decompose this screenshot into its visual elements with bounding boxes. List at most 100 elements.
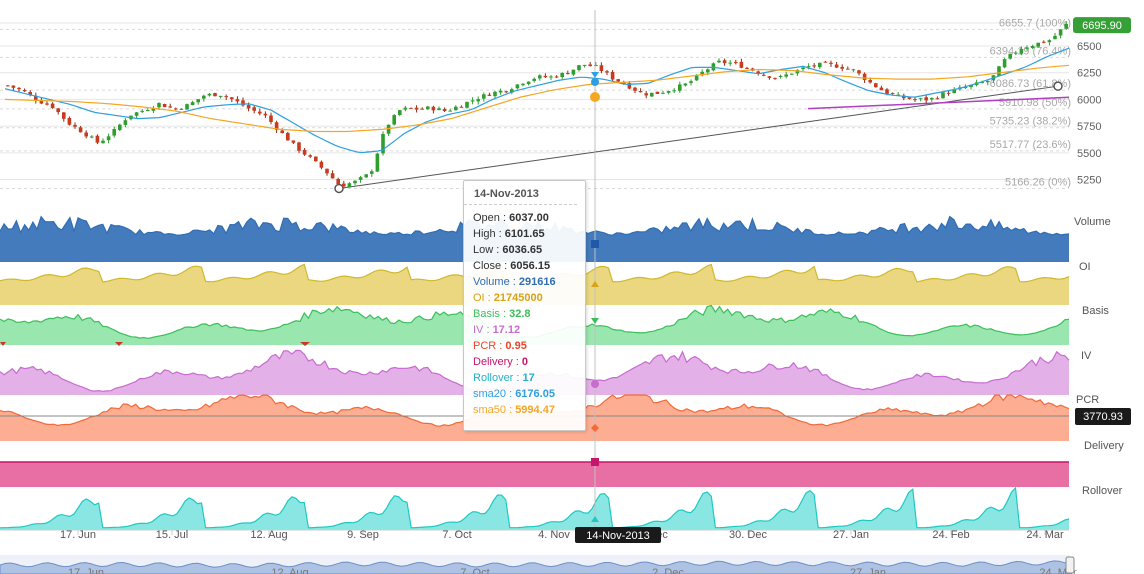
pane-label: Delivery	[1084, 440, 1124, 452]
navigator-label: 27. Jan	[850, 567, 886, 574]
candle	[252, 107, 256, 111]
tooltip-date: 14-Nov-2013	[464, 181, 577, 205]
candle	[610, 71, 615, 80]
candle	[1030, 45, 1035, 49]
candle	[358, 177, 363, 180]
candle	[812, 65, 816, 67]
tooltip-row: Delivery : 0	[464, 354, 585, 370]
candle	[1008, 53, 1012, 59]
candle	[325, 168, 329, 174]
candle	[22, 90, 27, 92]
fib-label: 5735.23 (38.2%)	[990, 116, 1071, 128]
candle	[969, 84, 973, 87]
candle	[381, 133, 385, 154]
navigator-series	[0, 560, 1071, 574]
candle	[795, 69, 800, 74]
candle	[622, 82, 626, 85]
navigator-label: 12. Aug	[271, 567, 308, 574]
candle	[879, 87, 884, 91]
candle	[151, 108, 156, 111]
candle	[258, 111, 262, 114]
candle	[319, 161, 324, 168]
pcr-badge-text: 3770.93	[1083, 411, 1123, 423]
candle	[1025, 47, 1029, 49]
candle	[308, 155, 312, 157]
candle	[62, 112, 66, 119]
candle	[560, 72, 564, 78]
candle	[818, 62, 822, 68]
navigator-label: 17. Jun	[68, 567, 104, 574]
tooltip-row-value: 21745000	[493, 292, 543, 304]
tooltip-row-value: 17	[522, 372, 535, 384]
candle	[90, 136, 94, 138]
candle	[526, 81, 531, 85]
candle	[1042, 41, 1046, 43]
candle	[403, 107, 408, 110]
fib-label: 6394.19 (76.4%)	[990, 45, 1071, 57]
candle	[1019, 48, 1024, 54]
candle	[801, 67, 805, 70]
candle	[762, 74, 766, 76]
candle	[1002, 59, 1007, 68]
tooltip-row-label: IV :	[473, 324, 493, 336]
candle	[336, 178, 340, 185]
candle	[868, 80, 872, 83]
tooltip-row-label: PCR :	[473, 340, 506, 352]
candle	[302, 149, 307, 155]
candle	[118, 124, 122, 131]
y-tick-label: 6000	[1077, 94, 1101, 106]
candle	[504, 91, 508, 93]
candle	[846, 68, 850, 70]
candle	[851, 69, 856, 71]
crosshair-date-label: 14-Nov-2013	[586, 530, 650, 542]
candle	[459, 106, 464, 108]
candle	[353, 180, 357, 184]
candle	[963, 87, 968, 89]
candle	[605, 71, 609, 73]
candle	[431, 106, 436, 111]
candle	[157, 103, 161, 108]
tooltip-row: Rollover : 17	[464, 370, 585, 386]
candle	[722, 60, 727, 64]
x-tick-label: 4. Nov	[538, 529, 570, 541]
candle	[588, 64, 592, 67]
y-tick-label: 6500	[1077, 41, 1101, 53]
candle	[650, 92, 654, 97]
candle	[678, 84, 682, 91]
tooltip-row-value: 0.95	[505, 340, 527, 352]
pane-area	[0, 487, 1069, 530]
basis-negative	[115, 342, 123, 346]
pane-label: IV	[1081, 350, 1092, 362]
candle	[280, 130, 284, 133]
candle	[476, 99, 480, 102]
pane-area	[0, 462, 1069, 487]
candle	[694, 74, 699, 81]
candle	[297, 142, 301, 151]
candle	[952, 89, 956, 94]
candle	[314, 156, 318, 162]
pane-rollover: Rollover	[0, 485, 1123, 530]
candle	[134, 112, 139, 116]
candle	[1053, 35, 1057, 40]
candle	[829, 62, 833, 64]
candle	[515, 84, 520, 89]
tooltip-row-label: Rollover :	[473, 372, 523, 384]
candle	[890, 93, 895, 95]
candle	[538, 75, 542, 79]
candle	[885, 89, 889, 94]
candle	[683, 83, 688, 86]
tooltip-row: IV : 17.12	[464, 322, 585, 338]
candle	[930, 97, 934, 100]
candle	[179, 108, 184, 110]
candle	[426, 106, 430, 110]
candle	[655, 91, 660, 94]
last-price-badge-text: 6695.90	[1082, 20, 1122, 32]
candle	[784, 74, 788, 77]
navigator-handle[interactable]	[1065, 556, 1075, 574]
candle	[986, 81, 990, 83]
tooltip-row: OI : 21745000	[464, 290, 585, 306]
candle	[392, 115, 396, 125]
x-tick-label: 17. Jun	[60, 529, 96, 541]
pane-delivery: Delivery	[0, 440, 1124, 487]
